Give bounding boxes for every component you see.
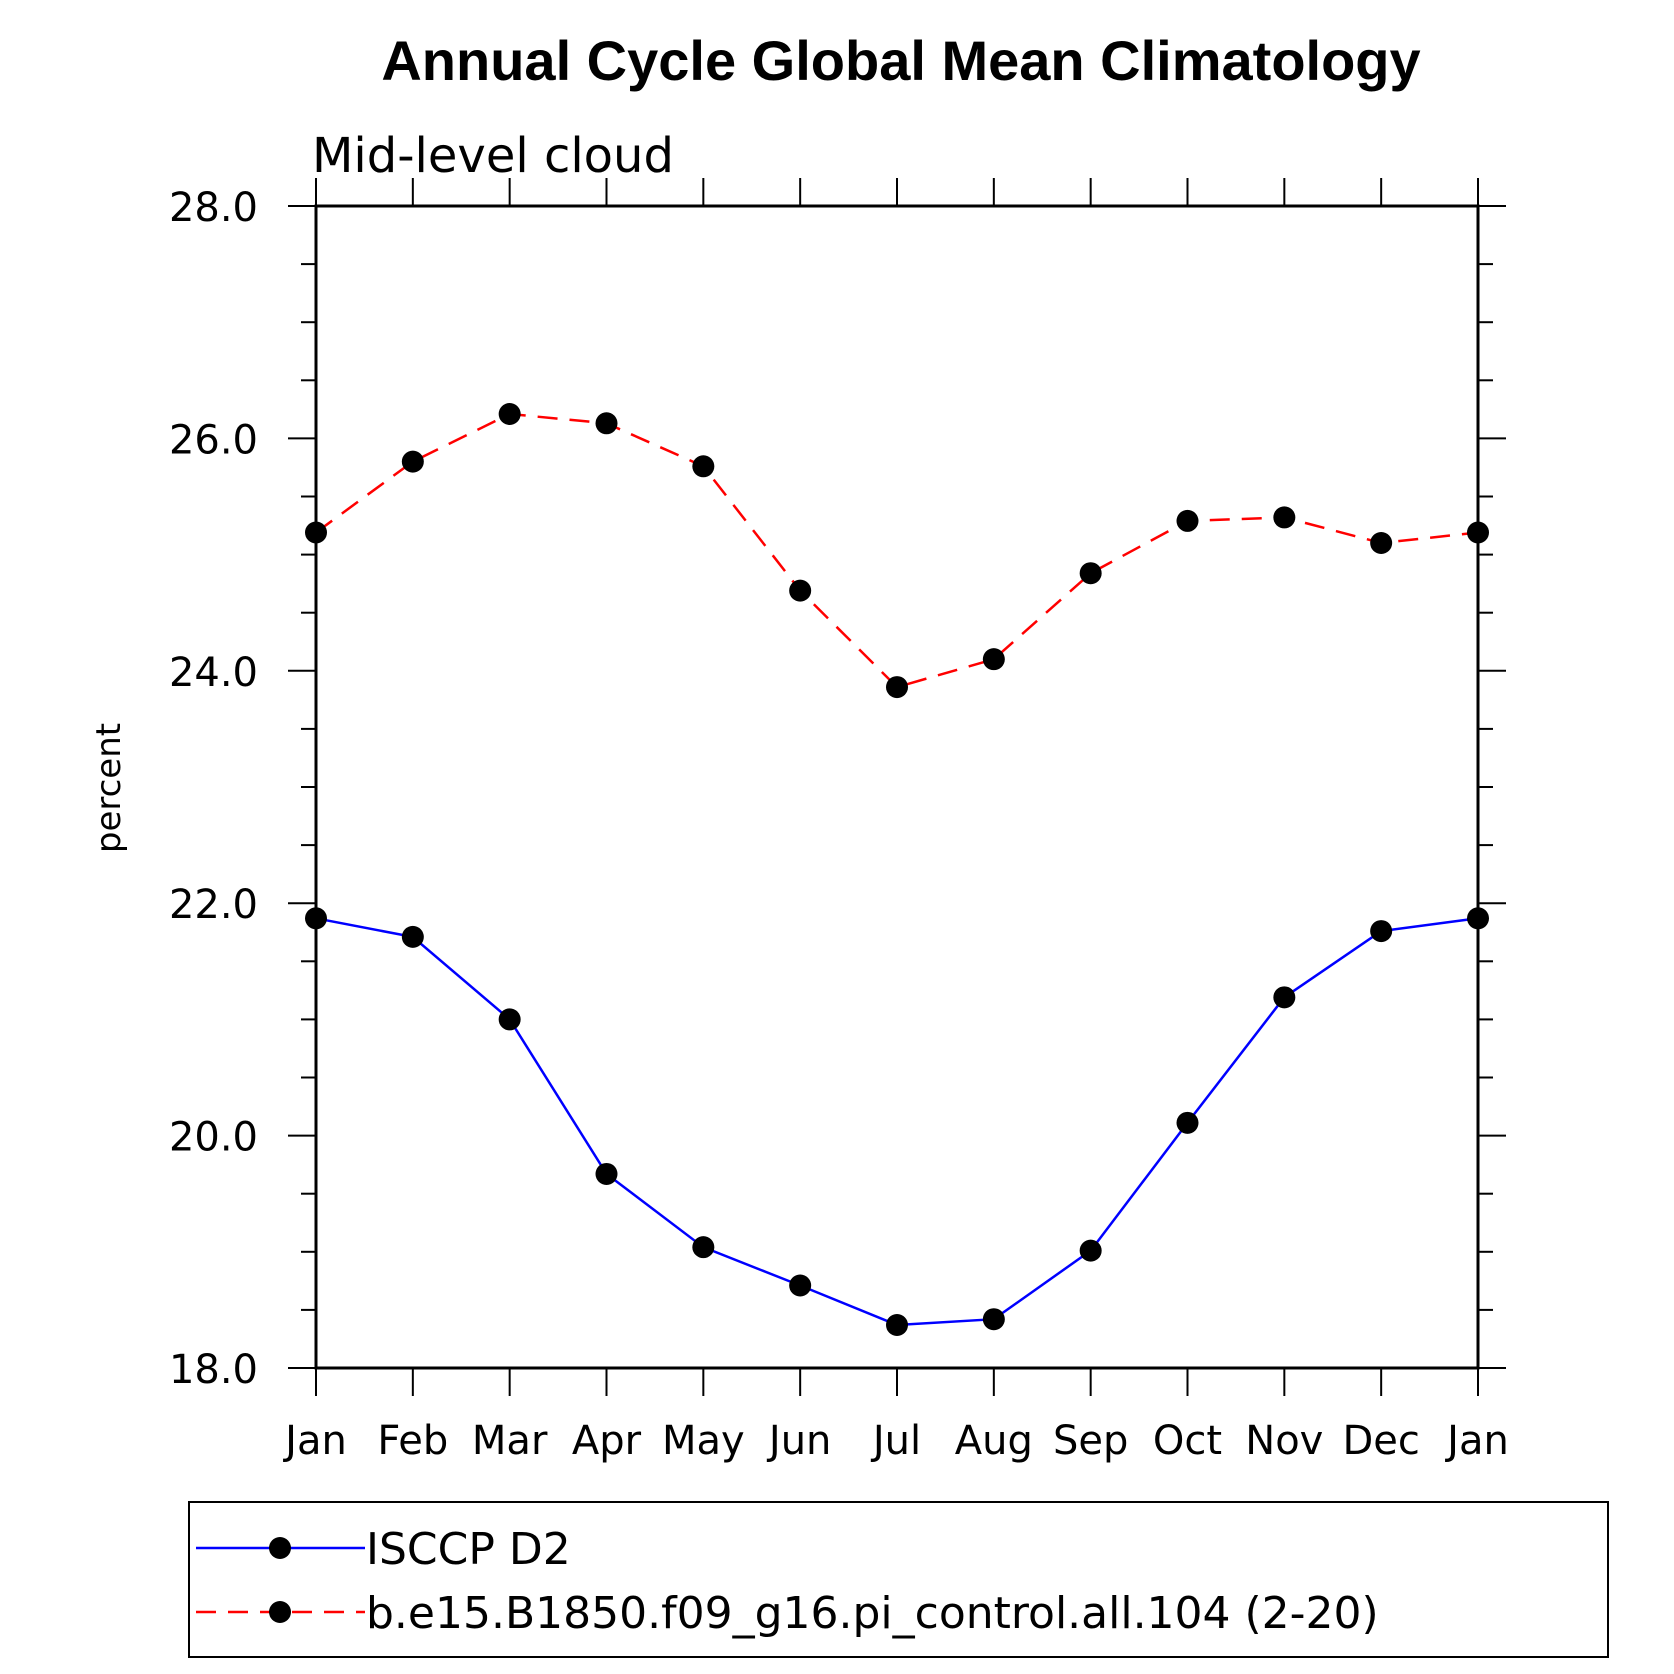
x-tick-label: Dec [1342,1418,1419,1464]
series-1-point [789,1274,812,1297]
series-1-point [1273,986,1296,1009]
series-2-point [1176,509,1199,532]
x-tick-label: Apr [572,1418,642,1464]
legend-marker-series-1 [269,1537,291,1559]
series-1-point [595,1162,618,1185]
x-tick-label: Oct [1153,1418,1222,1464]
y-tick-label: 26.0 [169,417,258,463]
series-2-point [595,412,618,435]
chart-title: Annual Cycle Global Mean Climatology [381,29,1420,92]
series-2-point [789,579,812,602]
series-1-point [401,925,424,948]
series-1-point [498,1008,521,1031]
series-2-point [1370,531,1393,554]
series-1-point [1370,920,1393,943]
series-1-point [692,1236,715,1259]
series-1-point [982,1308,1005,1331]
x-tick-label: Feb [377,1418,448,1464]
x-tick-label: Jan [282,1418,347,1464]
series-1-point [1176,1111,1199,1134]
x-tick-label: May [662,1418,745,1464]
legend-label-series-2: b.e15.B1850.f09_g16.pi_control.all.104 (… [366,1588,1379,1639]
axis-ticks [288,178,1506,1396]
series-2-point [498,402,521,425]
y-tick-label: 24.0 [169,650,258,696]
legend-label-series-1: ISCCP D2 [366,1524,571,1575]
x-tick-label: Jul [870,1418,921,1464]
y-tick-label: 22.0 [169,882,258,928]
series-1-point [1467,907,1489,930]
series-2-point [305,521,327,544]
x-tick-labels: Jan Feb Mar Apr May Jun Jul Aug Sep Oct Nov Dec Jan [282,1418,1509,1464]
legend: ISCCP D2 b.e15.B1850.f09_g16.pi_control.… [188,1501,1609,1658]
x-tick-label: Jun [766,1418,832,1464]
x-tick-label: Sep [1053,1418,1128,1464]
series-2-point [1079,562,1102,585]
legend-marker-series-2 [269,1601,291,1623]
y-tick-labels: 18.0 20.0 22.0 24.0 26.0 28.0 [169,185,258,1393]
series-1-point [1079,1239,1102,1262]
series-line-1 [315,917,1479,1327]
y-tick-label: 18.0 [169,1347,258,1393]
series-2-point [886,676,908,699]
series-2-point [1467,521,1489,544]
chart-subtitle: Mid-level cloud [312,128,674,184]
series-2-point [982,648,1005,671]
legend-box [188,1501,1609,1658]
series-layer [305,402,1489,1337]
y-tick-label: 28.0 [169,185,258,231]
series-1-point [305,907,327,930]
series-2-point [1273,506,1296,529]
series-line-2 [315,412,1479,689]
series-2-point [401,450,424,473]
x-tick-label: Mar [472,1418,548,1464]
series-2-point [692,455,715,478]
plot-frame [314,204,1480,1370]
y-axis-label: percent [89,723,129,853]
x-tick-label: Aug [955,1418,1033,1464]
x-tick-label: Nov [1245,1418,1323,1464]
y-tick-label: 20.0 [169,1115,258,1161]
x-tick-label: Jan [1444,1418,1509,1464]
series-1-point [886,1314,908,1337]
